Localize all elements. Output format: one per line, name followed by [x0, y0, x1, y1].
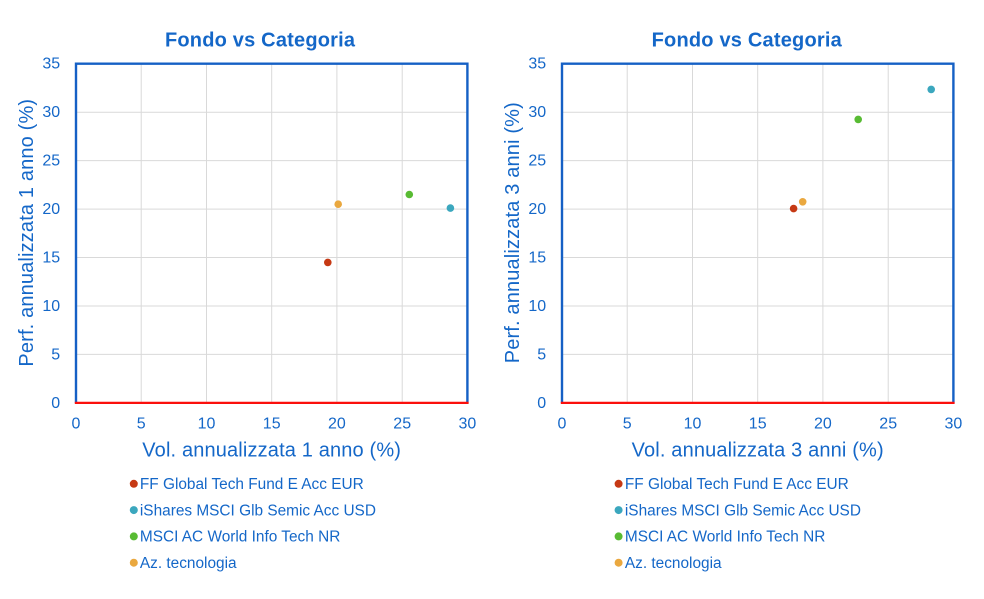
- svg-text:Perf. annualizzata 1 anno (%): Perf. annualizzata 1 anno (%): [16, 99, 38, 367]
- svg-text:30: 30: [459, 415, 477, 432]
- svg-text:35: 35: [42, 56, 60, 73]
- svg-text:15: 15: [749, 415, 767, 432]
- svg-text:20: 20: [42, 201, 60, 218]
- svg-text:10: 10: [528, 298, 546, 315]
- svg-text:0: 0: [51, 395, 60, 412]
- svg-text:20: 20: [528, 201, 546, 218]
- svg-text:20: 20: [814, 415, 832, 432]
- svg-text:10: 10: [42, 298, 60, 315]
- svg-text:15: 15: [528, 250, 546, 267]
- svg-text:10: 10: [198, 415, 216, 432]
- svg-text:Vol. annualizzata 3 anni (%): Vol. annualizzata 3 anni (%): [632, 440, 884, 462]
- svg-text:25: 25: [393, 415, 411, 432]
- svg-text:15: 15: [42, 250, 60, 267]
- svg-text:Fondo vs Categoria: Fondo vs Categoria: [652, 29, 843, 51]
- svg-text:MSCI AC World Info Tech NR: MSCI AC World Info Tech NR: [140, 529, 340, 546]
- svg-text:0: 0: [72, 415, 81, 432]
- svg-text:iShares MSCI Glb Semic Acc USD: iShares MSCI Glb Semic Acc USD: [140, 502, 376, 519]
- svg-text:Vol. annualizzata 1 anno (%): Vol. annualizzata 1 anno (%): [142, 440, 401, 462]
- svg-text:5: 5: [537, 346, 546, 363]
- svg-text:FF Global Tech Fund E Acc EUR: FF Global Tech Fund E Acc EUR: [140, 476, 364, 493]
- svg-text:20: 20: [328, 415, 346, 432]
- svg-text:5: 5: [137, 415, 146, 432]
- svg-text:Az. tecnologia: Az. tecnologia: [140, 555, 237, 572]
- svg-text:0: 0: [558, 415, 567, 432]
- svg-text:25: 25: [42, 153, 60, 170]
- svg-text:5: 5: [623, 415, 632, 432]
- svg-text:30: 30: [945, 415, 963, 432]
- svg-text:5: 5: [51, 346, 60, 363]
- svg-text:0: 0: [537, 395, 546, 412]
- svg-text:iShares MSCI Glb Semic Acc USD: iShares MSCI Glb Semic Acc USD: [625, 502, 861, 519]
- svg-text:30: 30: [42, 104, 60, 121]
- svg-text:10: 10: [684, 415, 702, 432]
- svg-text:35: 35: [528, 56, 546, 73]
- svg-text:25: 25: [879, 415, 897, 432]
- svg-text:MSCI AC World Info Tech NR: MSCI AC World Info Tech NR: [625, 529, 825, 546]
- svg-text:30: 30: [528, 104, 546, 121]
- svg-text:Fondo vs Categoria: Fondo vs Categoria: [165, 29, 356, 51]
- svg-text:Az. tecnologia: Az. tecnologia: [625, 555, 722, 572]
- svg-text:FF Global Tech Fund E Acc EUR: FF Global Tech Fund E Acc EUR: [625, 476, 849, 493]
- svg-text:25: 25: [528, 153, 546, 170]
- svg-text:15: 15: [263, 415, 281, 432]
- svg-text:Perf. annualizzata 3 anni (%): Perf. annualizzata 3 anni (%): [502, 102, 524, 363]
